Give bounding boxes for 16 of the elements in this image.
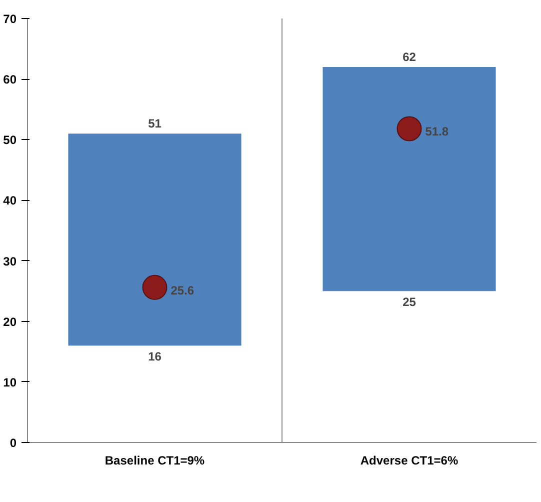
x-tick-label: Baseline CT1=9% (104, 454, 205, 468)
y-tick-label: 30 (3, 254, 17, 268)
x-tick-label: Adverse CT1=6% (360, 454, 458, 468)
y-tick-label: 60 (3, 72, 17, 87)
annotation: 25 (402, 295, 416, 310)
y-tick-label: 20 (3, 314, 17, 329)
annotation: 16 (148, 350, 162, 364)
y-tick-label: 70 (3, 12, 17, 26)
data-label: 51.8 (425, 124, 449, 139)
annotation: 51 (148, 116, 162, 131)
y-tick-label: 50 (3, 133, 17, 148)
data-label: 25.6 (170, 283, 194, 298)
y-tick-label: 0 (10, 436, 17, 450)
annotation: 62 (402, 50, 416, 64)
y-tick-label: 10 (3, 375, 17, 390)
y-tick-label: 40 (3, 194, 17, 208)
